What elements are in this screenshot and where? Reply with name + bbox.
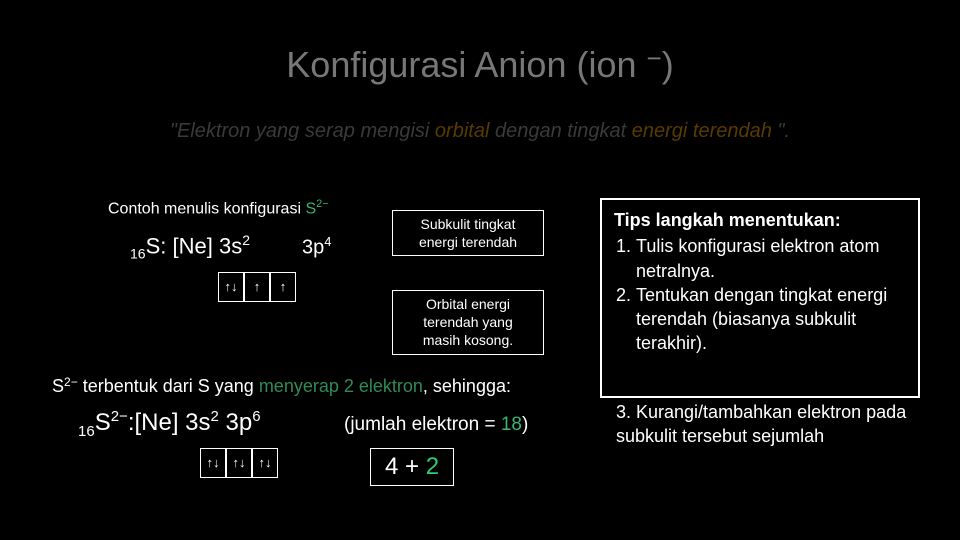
orbital-box: ↑↓ — [218, 272, 244, 302]
callout2-line2: terendah yang — [401, 313, 535, 331]
p4-text: 3p — [302, 237, 324, 259]
config2-ne: [Ne] — [134, 409, 185, 436]
config2-el: S — [95, 409, 111, 436]
quote-energi: energi terendah — [632, 120, 772, 142]
callout2-line3: masih kosong. — [401, 331, 535, 349]
orbital-arrows: ↑↓ — [207, 458, 220, 468]
config-2: 16S2−:[Ne] 3s2 3p6 — [78, 408, 261, 440]
orbital-arrows: ↑ — [280, 282, 287, 292]
electron-count: (jumlah elektron = 18) — [344, 414, 528, 436]
config2-sub: 16 — [78, 423, 95, 440]
config2-3s: 3s — [185, 409, 210, 436]
s2-c: , sehingga: — [423, 376, 511, 396]
quote-end: ". — [772, 120, 790, 142]
subshell-3p4: 3p4 — [302, 234, 331, 260]
quote-lead: "Elektron yang serap mengisi — [170, 120, 435, 142]
s2-green: menyerap 2 elektron — [259, 376, 423, 396]
tips-item: Tulis konfigurasi elektron atom netralny… — [636, 234, 906, 283]
tips-item: Tentukan dengan tingkat energi terendah … — [636, 283, 906, 356]
quote-orbital: orbital — [435, 120, 489, 142]
sum-a: 4 + — [385, 453, 426, 480]
s2-b: terbentuk dari S yang — [78, 376, 259, 396]
orbital-box: ↑↓ — [252, 448, 278, 478]
example-line: Contoh menulis konfigurasi S2− — [108, 198, 329, 218]
tips-box: Tips langkah menentukan: Tulis konfigura… — [600, 198, 920, 398]
orbital-arrows: ↑↓ — [233, 458, 246, 468]
callout1-line2: energi terendah — [401, 233, 535, 251]
p4-sup: 4 — [324, 234, 331, 249]
sum-b: 2 — [426, 453, 439, 480]
orbital-arrows: ↑↓ — [259, 458, 272, 468]
sentence-formed: S2− terbentuk dari S yang menyerap 2 ele… — [52, 376, 511, 397]
config1-3s: 3s — [219, 233, 242, 258]
config1-sub: 16 — [130, 246, 146, 262]
sum-box: 4 + 2 — [370, 448, 454, 486]
jumlah-num: 18 — [501, 414, 522, 435]
orbital-box: ↑ — [270, 272, 296, 302]
config2-ssup: 2 — [211, 408, 219, 425]
orbital-arrows: ↑↓ — [225, 282, 238, 292]
orbital-row-1: ↑↓ ↑ ↑ — [218, 272, 296, 302]
tips-overflow: 3. Kurangi/tambahkan elektron pada subku… — [616, 400, 936, 449]
jumlah-pre: (jumlah elektron = — [344, 414, 501, 435]
orbital-row-2: ↑↓ ↑↓ ↑↓ — [200, 448, 278, 478]
orbital-box: ↑↓ — [200, 448, 226, 478]
quote-mid: dengan tingkat — [489, 120, 631, 142]
title-close-paren: ) — [662, 44, 674, 85]
s2-sup: 2− — [64, 375, 78, 389]
config2-sup: 2− — [111, 408, 128, 425]
title-superscript-minus: − — [647, 43, 662, 73]
quote-line: "Elektron yang serap mengisi orbital den… — [110, 120, 850, 143]
orbital-box: ↑ — [244, 272, 270, 302]
config2-3p: 3p — [219, 409, 252, 436]
callout-orbital-kosong: Orbital energi terendah yang masih koson… — [392, 290, 544, 355]
title-text: Konfigurasi Anion (ion — [286, 44, 646, 85]
tips-list: Tulis konfigurasi elektron atom netralny… — [614, 234, 906, 355]
slide: Konfigurasi Anion (ion −) "Elektron yang… — [0, 0, 960, 540]
jumlah-post: ) — [522, 414, 528, 435]
example-sup: 2− — [316, 198, 329, 210]
config1-sup: 2 — [242, 232, 250, 248]
config1-ne: [Ne] — [172, 233, 218, 258]
example-pre: Contoh menulis konfigurasi — [108, 200, 305, 217]
orbital-box: ↑↓ — [226, 448, 252, 478]
config1-el: S: — [146, 233, 173, 258]
config2-psup: 6 — [252, 408, 260, 425]
callout-subkulit: Subkulit tingkat energi terendah — [392, 210, 544, 256]
tips-item-3: Kurangi/tambahkan elektron pada subkulit… — [616, 402, 906, 446]
slide-title: Konfigurasi Anion (ion −) — [0, 44, 960, 86]
callout2-line1: Orbital energi — [401, 295, 535, 313]
s2-a: S — [52, 376, 64, 396]
callout1-line1: Subkulit tingkat — [401, 215, 535, 233]
example-s: S — [305, 200, 316, 217]
orbital-arrows: ↑ — [254, 282, 261, 292]
tips-header: Tips langkah menentukan: — [614, 208, 906, 232]
config-1: 16S: [Ne] 3s2 — [130, 232, 250, 262]
